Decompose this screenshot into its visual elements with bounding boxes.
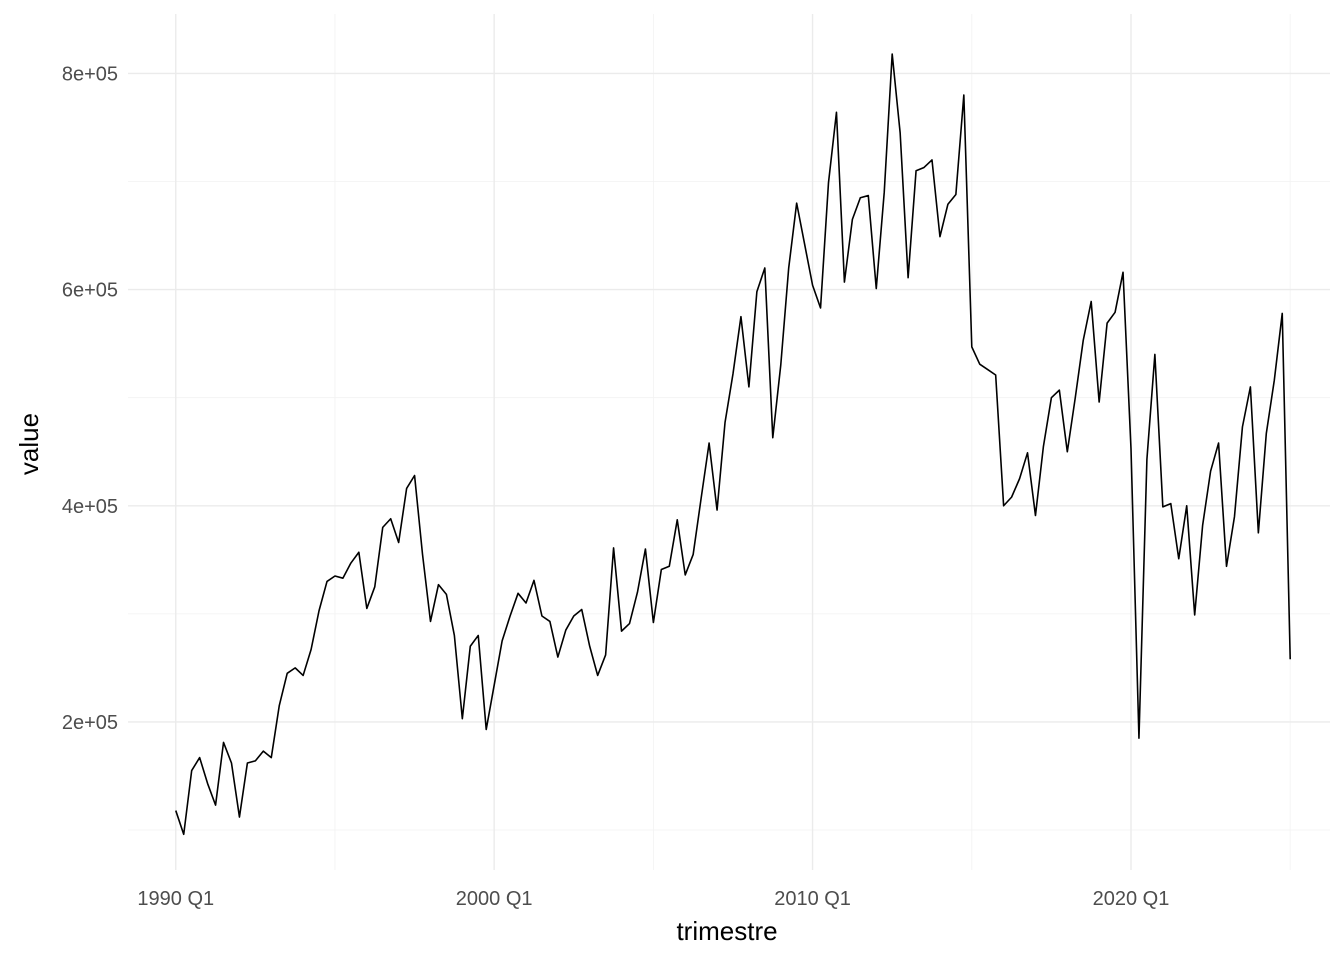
x-axis-title: trimestre <box>676 916 777 946</box>
x-tick-label: 2020 Q1 <box>1093 888 1170 910</box>
y-axis-title: value <box>14 413 44 475</box>
x-axis-ticks: 1990 Q1 2000 Q1 2010 Q1 2020 Q1 <box>137 888 1169 910</box>
x-tick-label: 2010 Q1 <box>774 888 851 910</box>
minor-x-gridlines <box>334 14 1291 870</box>
y-tick-label: 2e+05 <box>62 712 118 734</box>
x-tick-label: 1990 Q1 <box>137 888 214 910</box>
major-y-gridlines <box>128 72 1330 723</box>
y-tick-label: 6e+05 <box>62 280 118 302</box>
series-line <box>175 53 1291 836</box>
y-axis-ticks: 2e+05 4e+05 6e+05 8e+05 <box>62 63 118 733</box>
y-tick-label: 8e+05 <box>62 63 118 85</box>
x-tick-label: 2000 Q1 <box>456 888 533 910</box>
y-tick-label: 4e+05 <box>62 496 118 518</box>
